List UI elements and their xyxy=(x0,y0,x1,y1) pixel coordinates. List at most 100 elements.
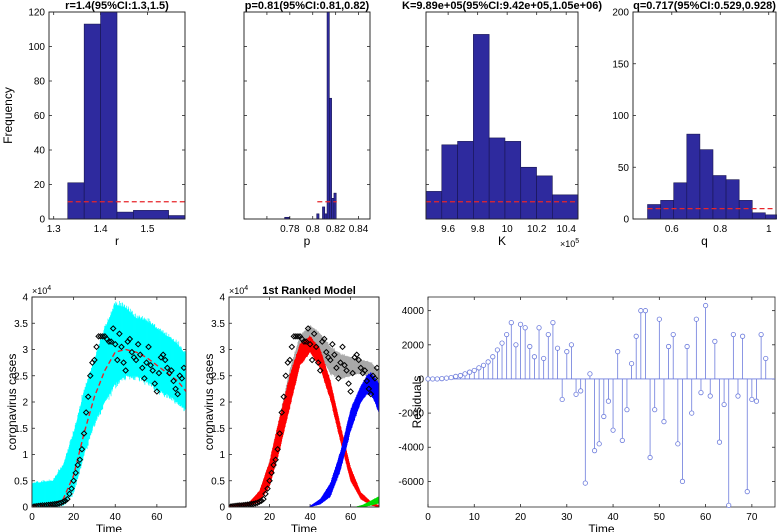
data-point xyxy=(282,372,290,380)
x-tick-label: 0 xyxy=(29,512,35,523)
data-point xyxy=(132,356,140,364)
x-tick-label: 0.82 xyxy=(326,224,346,235)
data-point xyxy=(272,456,279,464)
residual-marker xyxy=(661,419,667,425)
x-axis-label: r xyxy=(115,234,119,248)
y-tick-label: 1.5 xyxy=(211,424,225,435)
data-point xyxy=(86,372,94,380)
data-point xyxy=(300,338,308,345)
residual-marker xyxy=(476,365,482,371)
x-tick-label: 1 xyxy=(766,224,772,235)
residual-marker xyxy=(508,320,514,326)
histogram-bar xyxy=(168,215,186,220)
residual-marker xyxy=(425,376,431,382)
residual-marker xyxy=(439,376,445,382)
data-point xyxy=(136,351,144,359)
x-tick-label: 1.3 xyxy=(47,224,61,235)
chart-title: K=9.89e+05(95%CI:9.42e+05,1.05e+06) xyxy=(402,0,602,12)
histogram-bar xyxy=(751,212,766,220)
residual-marker xyxy=(763,355,769,362)
x-tick-label: 1.5 xyxy=(141,224,155,235)
y-tick-label: 1.5 xyxy=(14,424,28,435)
x-axis-label: K xyxy=(498,234,506,248)
data-point xyxy=(294,333,302,340)
histogram-bar xyxy=(329,97,332,220)
data-point xyxy=(320,335,328,343)
chart-ranked_model: 0 20 40 60 0 0.5 1 1.5 2 2.5 3 3.5 4 Time coronavirus … xyxy=(202,285,380,532)
data-point xyxy=(343,367,350,374)
residual-marker xyxy=(453,373,459,379)
data-point xyxy=(347,388,354,395)
residual-marker xyxy=(513,342,519,348)
residual-marker xyxy=(605,398,612,404)
data-point xyxy=(327,356,334,364)
residual-marker xyxy=(610,427,616,433)
x-tick-label: 1.4 xyxy=(94,224,108,235)
data-point xyxy=(138,364,146,372)
residual-marker xyxy=(615,349,621,355)
axes-frame-top xyxy=(31,296,187,508)
y-exponent-label: ×104 xyxy=(32,285,51,296)
residual-marker xyxy=(619,437,625,444)
y-tick-label: 4 xyxy=(22,293,28,304)
axes-frame-top xyxy=(48,11,186,220)
chart-title: p=0.81(95%CI:0.81,0.82) xyxy=(245,0,370,12)
y-tick-label: 2.5 xyxy=(14,371,28,382)
data-point xyxy=(155,369,163,377)
plot-area xyxy=(32,300,186,507)
data-point xyxy=(274,445,281,453)
x-tick-label: 30 xyxy=(561,512,573,523)
axes-frame-top xyxy=(228,296,380,508)
y-tick-label: 20 xyxy=(34,180,46,191)
data-point xyxy=(145,343,152,351)
histogram-bar xyxy=(765,214,777,220)
data-point xyxy=(256,498,263,506)
data-point xyxy=(159,351,167,359)
residual-marker xyxy=(753,398,760,404)
data-point xyxy=(278,409,286,416)
x-tick-label: 0 xyxy=(226,512,232,523)
y-tick-label: 3.5 xyxy=(14,319,28,330)
axes-frame-top xyxy=(425,11,579,220)
histogram-bar xyxy=(660,200,675,220)
data-point xyxy=(59,498,67,506)
data-point xyxy=(266,477,273,485)
x-axis-label: p xyxy=(304,234,311,248)
chart-fit_band: 0 20 40 60 0 0.5 1 1.5 2 2.5 3 3.5 4 Time coronavirus … xyxy=(5,285,187,532)
histogram-bar xyxy=(133,210,169,220)
x-tick-label: 20 xyxy=(264,512,276,523)
y-tick-label: 40 xyxy=(34,146,46,157)
residual-marker xyxy=(494,347,500,353)
data-point xyxy=(111,340,119,348)
data-point xyxy=(353,351,361,359)
residual-marker xyxy=(730,331,736,338)
residual-marker xyxy=(554,345,561,351)
data-point xyxy=(64,495,71,503)
data-point xyxy=(268,469,275,477)
chart-title: r=1.4(95%CI:1.3,1.5) xyxy=(65,0,169,12)
plot-area xyxy=(229,325,379,507)
y-tick-label: 0 xyxy=(22,503,28,514)
y-tick-label: 0.5 xyxy=(14,476,28,487)
data-point xyxy=(151,380,159,387)
residual-marker xyxy=(499,340,505,346)
histogram-bar xyxy=(673,182,688,220)
residual-marker xyxy=(531,354,538,360)
residual-marker xyxy=(758,331,764,338)
x-tick-label: 9.8 xyxy=(471,224,485,235)
y-tick-label: 0 xyxy=(39,215,45,226)
histogram-bar xyxy=(83,23,101,220)
residual-marker xyxy=(568,342,575,348)
y-tick-label: 200 xyxy=(612,8,629,19)
data-point xyxy=(68,485,75,492)
data-point xyxy=(322,348,330,356)
x-tick-label: 0 xyxy=(425,512,431,523)
data-point xyxy=(170,377,177,385)
data-point xyxy=(66,490,73,498)
y-tick-label: 100 xyxy=(28,42,45,53)
x-tick-label: 50 xyxy=(654,512,666,523)
data-point xyxy=(304,325,312,332)
histogram-bar xyxy=(504,141,522,220)
residual-marker xyxy=(712,338,718,344)
data-point xyxy=(339,343,346,351)
